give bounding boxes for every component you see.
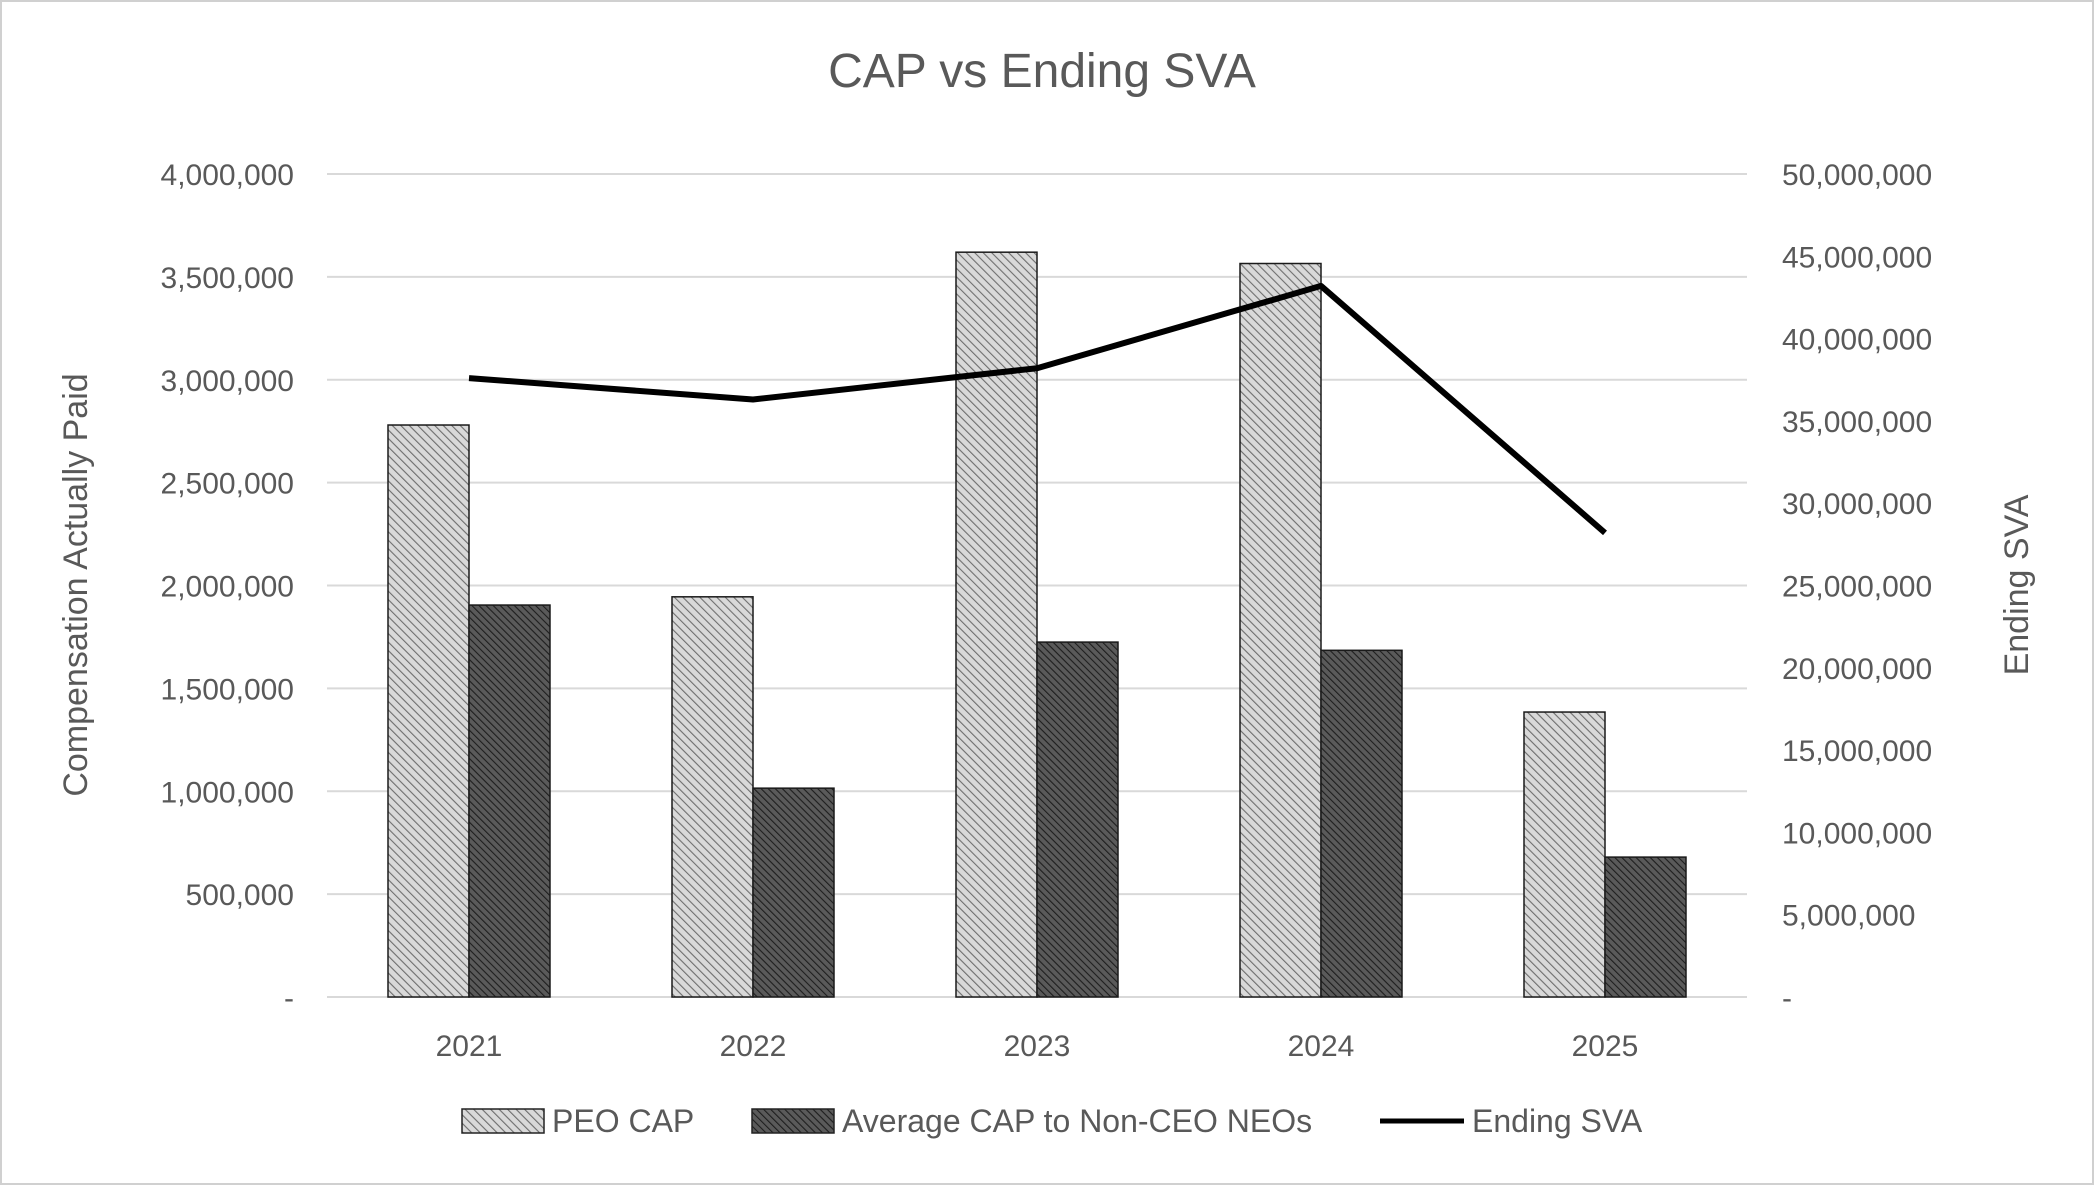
left-tick-label: 2,500,000: [161, 468, 294, 501]
x-tick-label-2024: 2024: [1288, 1030, 1355, 1063]
bar-peo-cap-2023: [955, 251, 1038, 998]
bar-average-cap-2022: [752, 787, 835, 998]
bar-average-cap-2024: [1320, 649, 1403, 998]
bar-average-cap-2021: [468, 604, 551, 998]
bar-average-cap-2023: [1036, 641, 1119, 998]
legend: PEO CAP Average CAP to Non-CEO NEOs Endi…: [461, 1103, 1643, 1139]
left-tick-label: 2,000,000: [161, 571, 294, 604]
right-tick-label: 35,000,000: [1782, 406, 1932, 439]
left-tick-label: 4,000,000: [161, 159, 294, 192]
legend-label-average-cap: Average CAP to Non-CEO NEOs: [842, 1103, 1312, 1139]
ending-sva-line-group: [468, 282, 1607, 536]
x-tick-label-2022: 2022: [720, 1030, 787, 1063]
legend-swatch-average-cap: [751, 1108, 835, 1134]
x-tick-label-2021: 2021: [436, 1030, 503, 1063]
right-tick-label: 15,000,000: [1782, 735, 1932, 768]
right-tick-label: 50,000,000: [1782, 159, 1932, 192]
right-tick-label: 30,000,000: [1782, 488, 1932, 521]
legend-label-peo-cap: PEO CAP: [552, 1103, 694, 1139]
x-tick-label-2023: 2023: [1004, 1030, 1071, 1063]
x-axis-ticks: 2021 2022 2023 2024 2025: [436, 1030, 1639, 1063]
right-tick-label: 20,000,000: [1782, 653, 1932, 686]
chart-title: CAP vs Ending SVA: [828, 45, 1256, 98]
bar-peo-cap-2022: [671, 596, 754, 998]
right-tick-label: 5,000,000: [1782, 900, 1915, 933]
right-tick-label: 10,000,000: [1782, 817, 1932, 850]
left-axis-ticks: - 500,000 1,000,000 1,500,000 2,000,000 2,500…: [161, 159, 294, 1015]
left-tick-label: 3,000,000: [161, 365, 294, 398]
right-tick-label: -: [1782, 982, 1792, 1015]
left-tick-label: 1,500,000: [161, 673, 294, 706]
right-tick-label: 45,000,000: [1782, 241, 1932, 274]
left-tick-label: 3,500,000: [161, 262, 294, 295]
left-tick-label: -: [284, 982, 294, 1015]
bar-peo-cap-2025: [1523, 711, 1606, 998]
right-tick-label: 25,000,000: [1782, 571, 1932, 604]
right-axis-title: Ending SVA: [1998, 494, 2036, 675]
legend-label-ending-sva: Ending SVA: [1472, 1103, 1643, 1139]
left-tick-label: 500,000: [186, 879, 294, 912]
right-axis-ticks: - 5,000,000 10,000,000 15,000,000 20,000,000…: [1782, 159, 1932, 1015]
legend-swatch-peo-cap: [461, 1108, 545, 1134]
left-axis-title: Compensation Actually Paid: [57, 373, 95, 796]
left-tick-label: 1,000,000: [161, 776, 294, 809]
ending-sva-line: [468, 282, 1607, 536]
bars: [387, 251, 1687, 998]
bar-average-cap-2025: [1604, 856, 1687, 998]
bar-peo-cap-2024: [1239, 262, 1322, 998]
bar-peo-cap-2021: [387, 424, 470, 998]
right-tick-label: 40,000,000: [1782, 324, 1932, 357]
x-tick-label-2025: 2025: [1572, 1030, 1639, 1063]
